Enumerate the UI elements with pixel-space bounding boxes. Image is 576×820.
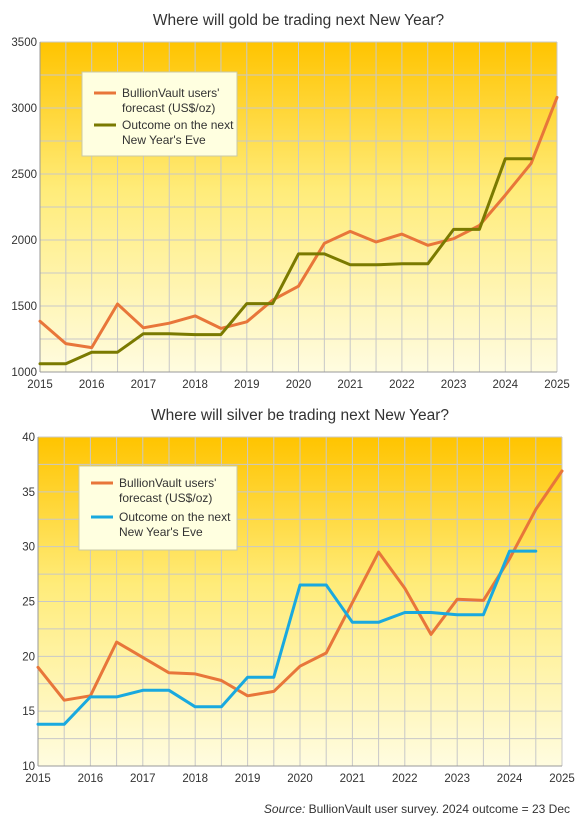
x-tick-label: 2020 xyxy=(286,379,312,391)
y-tick-label: 25 xyxy=(22,597,35,609)
y-tick-label: 2500 xyxy=(11,169,37,181)
y-tick-label: 35 xyxy=(22,487,35,499)
x-tick-label: 2017 xyxy=(131,379,157,391)
x-tick-label: 2021 xyxy=(340,773,366,785)
x-tick-label: 2019 xyxy=(234,379,260,391)
legend-entry: Outcome on the next New Year's Eve xyxy=(122,118,234,147)
legend-entry: BullionVault users' forecast (US$/oz) xyxy=(122,86,219,115)
silver-chart: Where will silver be trading next New Ye… xyxy=(22,407,575,785)
chart-title: Where will gold be trading next New Year… xyxy=(153,12,445,29)
outcome-series-line xyxy=(38,157,533,366)
y-tick-label: 3500 xyxy=(11,37,37,49)
chart-title: Where will silver be trading next New Ye… xyxy=(151,407,449,424)
y-tick-label: 2000 xyxy=(11,235,37,247)
gold-chart: Where will gold be trading next New Year… xyxy=(11,12,569,391)
y-tick-label: 20 xyxy=(22,651,35,663)
legend-entry: Outcome on the next New Year's Eve xyxy=(119,510,231,539)
y-tick-label: 3000 xyxy=(11,103,37,115)
y-tick-label: 30 xyxy=(22,542,35,554)
x-tick-label: 2018 xyxy=(182,379,208,391)
legend-entry: BullionVault users' forecast (US$/oz) xyxy=(119,476,216,505)
x-tick-label: 2016 xyxy=(79,379,105,391)
x-tick-label: 2016 xyxy=(78,773,104,785)
x-tick-label: 2017 xyxy=(130,773,156,785)
y-tick-label: 15 xyxy=(22,706,35,718)
forecast-series-line xyxy=(36,469,564,702)
source-text: BullionVault user survey. 2024 outcome =… xyxy=(308,802,570,816)
x-tick-label: 2020 xyxy=(287,773,313,785)
x-tick-label: 2023 xyxy=(444,773,470,785)
x-tick-label: 2024 xyxy=(493,379,519,391)
x-tick-label: 2025 xyxy=(544,379,570,391)
legend-box xyxy=(81,71,238,157)
y-tick-label: 10 xyxy=(22,761,35,773)
y-tick-label: 40 xyxy=(22,432,35,444)
y-tick-label: 1500 xyxy=(11,301,37,313)
x-tick-label: 2024 xyxy=(497,773,523,785)
source-label: Source: xyxy=(263,802,306,816)
x-tick-label: 2022 xyxy=(389,379,415,391)
x-tick-label: 2023 xyxy=(441,379,467,391)
x-tick-label: 2021 xyxy=(337,379,363,391)
x-tick-label: 2015 xyxy=(27,379,53,391)
x-tick-label: 2022 xyxy=(392,773,418,785)
legend-box xyxy=(78,465,238,551)
source-note: Source: BullionVault user survey. 2024 o… xyxy=(264,802,570,816)
x-tick-label: 2019 xyxy=(235,773,261,785)
x-tick-label: 2025 xyxy=(549,773,575,785)
x-tick-label: 2015 xyxy=(25,773,51,785)
outcome-series-line xyxy=(36,549,538,726)
x-tick-label: 2018 xyxy=(182,773,208,785)
y-tick-label: 1000 xyxy=(11,367,37,379)
